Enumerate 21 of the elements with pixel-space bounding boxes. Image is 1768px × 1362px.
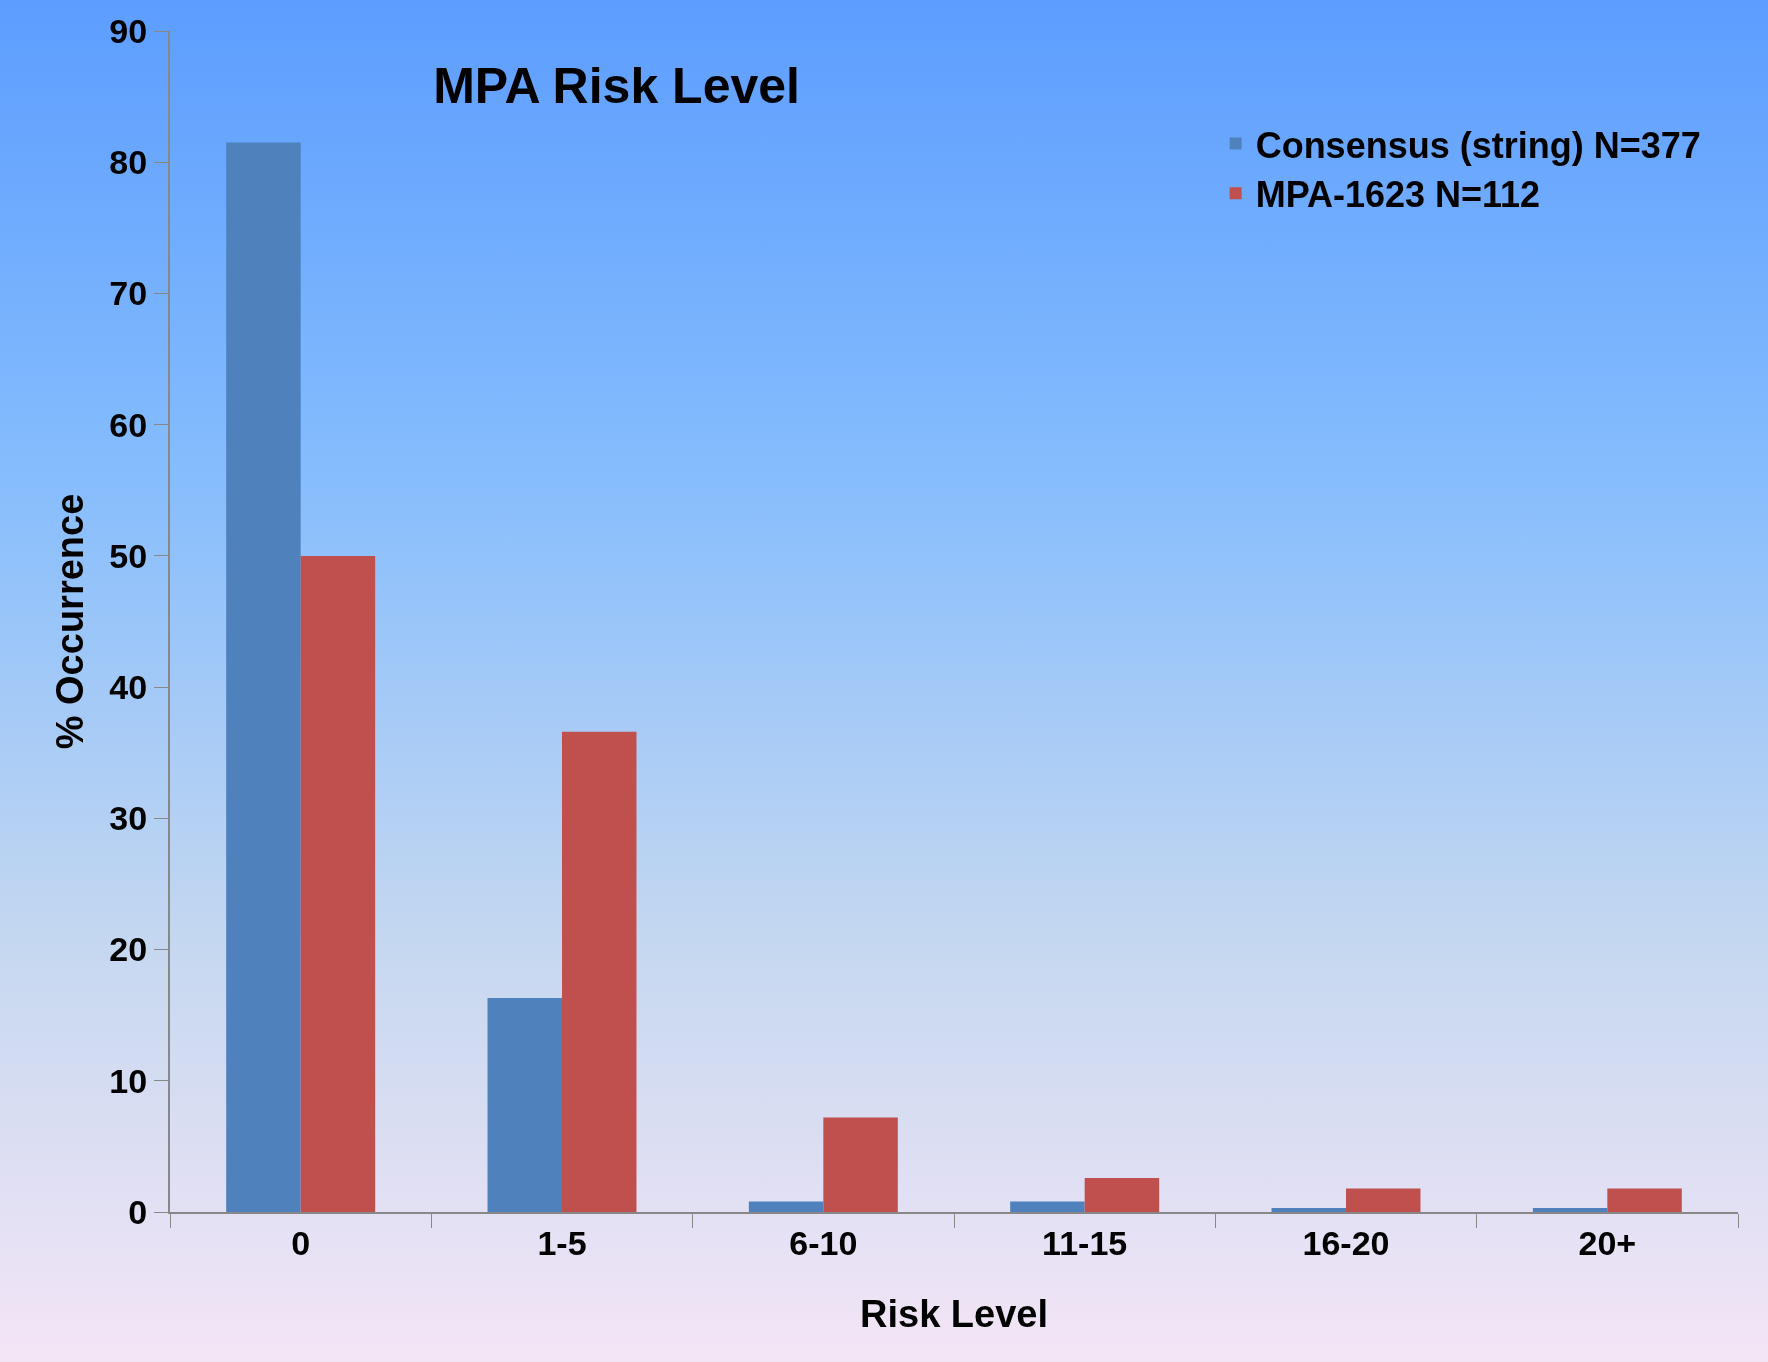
- x-tick-label: 6-10: [789, 1223, 858, 1262]
- x-tick-label: 20+: [1578, 1223, 1637, 1262]
- y-tick-label: 10: [109, 1061, 148, 1100]
- y-tick-label: 20: [109, 930, 148, 969]
- y-tick-label: 40: [109, 668, 148, 707]
- y-tick-label: 0: [128, 1192, 148, 1231]
- y-axis-title: % Occurrence: [49, 493, 91, 750]
- x-tick-label: 0: [291, 1223, 311, 1262]
- x-tick-label: 11-15: [1042, 1223, 1128, 1262]
- y-tick-label: 80: [109, 143, 148, 182]
- y-tick-label: 30: [109, 799, 148, 838]
- y-tick-label: 90: [109, 11, 148, 50]
- x-tick-label: 1-5: [537, 1223, 587, 1262]
- x-axis-title: Risk Level: [860, 1293, 1048, 1336]
- y-tick-label: 70: [109, 274, 148, 313]
- legend-label: Consensus (string) N=377: [1255, 124, 1701, 166]
- y-tick-label: 50: [109, 536, 148, 575]
- legend-label: MPA-1623 N=112: [1255, 174, 1541, 216]
- y-tick-label: 60: [109, 405, 148, 444]
- x-tick-label: 16-20: [1302, 1223, 1390, 1262]
- text: MPA Risk Level: [433, 58, 800, 115]
